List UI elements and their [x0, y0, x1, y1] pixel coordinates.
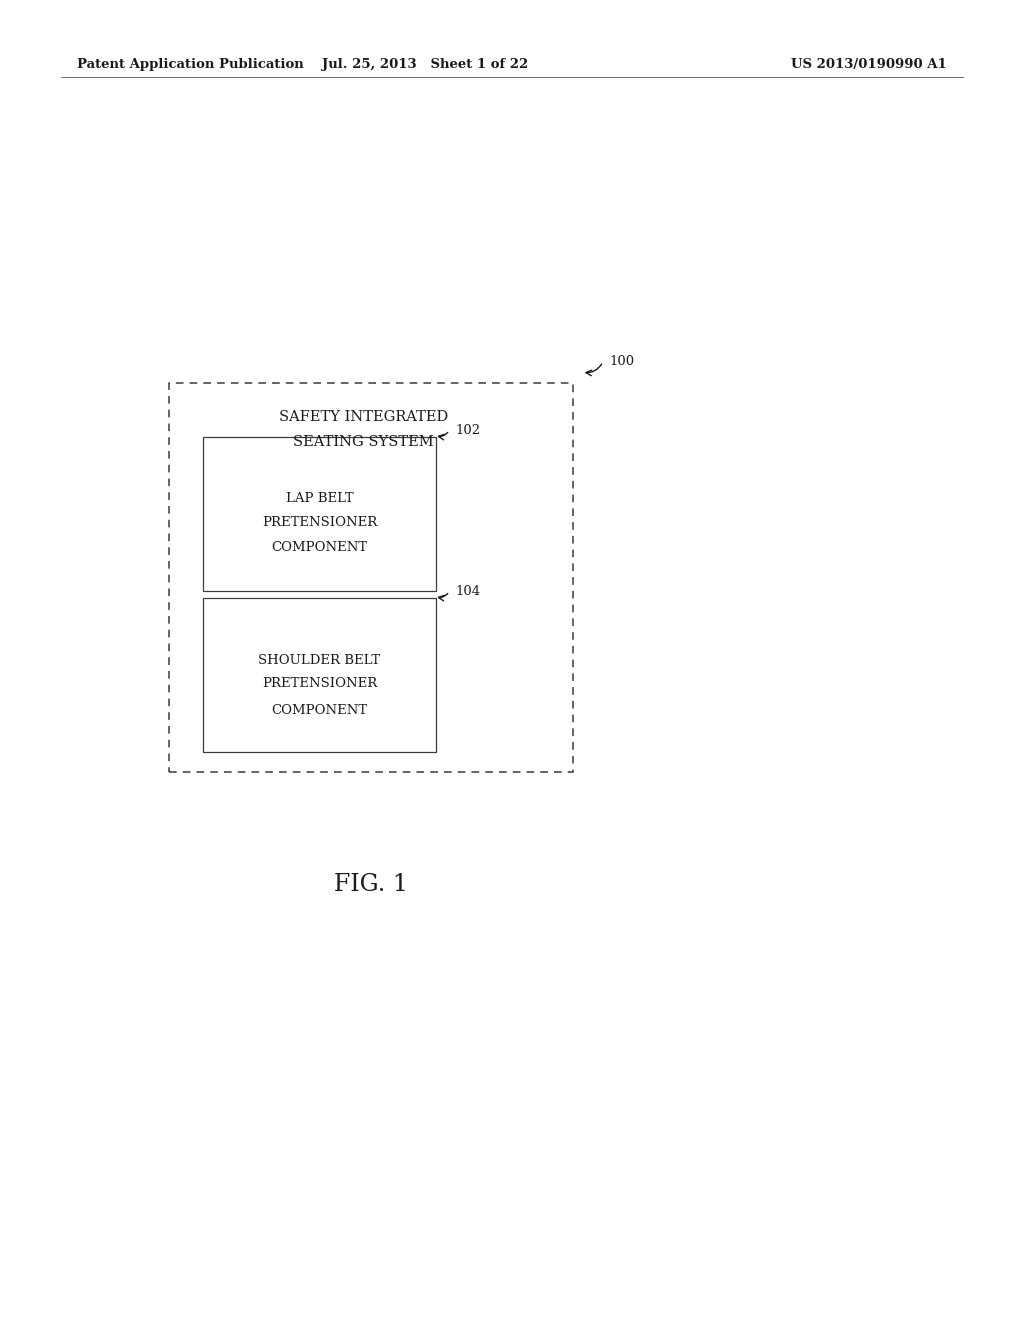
Bar	[203, 437, 436, 591]
Text: COMPONENT: COMPONENT	[271, 704, 368, 717]
Text: PRETENSIONER: PRETENSIONER	[262, 516, 377, 529]
Text: Jul. 25, 2013   Sheet 1 of 22: Jul. 25, 2013 Sheet 1 of 22	[322, 58, 528, 71]
Text: 100: 100	[609, 355, 635, 368]
Text: 102: 102	[456, 424, 481, 437]
Text: SHOULDER BELT: SHOULDER BELT	[258, 653, 381, 667]
Text: US 2013/0190990 A1: US 2013/0190990 A1	[792, 58, 947, 71]
Text: COMPONENT: COMPONENT	[271, 541, 368, 554]
Bar	[203, 598, 436, 752]
Text: LAP BELT: LAP BELT	[286, 492, 353, 506]
Bar	[169, 383, 573, 772]
Text: SAFETY INTEGRATED: SAFETY INTEGRATED	[279, 411, 449, 424]
Text: 104: 104	[456, 585, 481, 598]
Text: SEATING SYSTEM: SEATING SYSTEM	[293, 436, 434, 449]
Text: FIG. 1: FIG. 1	[334, 873, 408, 896]
Text: PRETENSIONER: PRETENSIONER	[262, 677, 377, 690]
Text: Patent Application Publication: Patent Application Publication	[77, 58, 303, 71]
